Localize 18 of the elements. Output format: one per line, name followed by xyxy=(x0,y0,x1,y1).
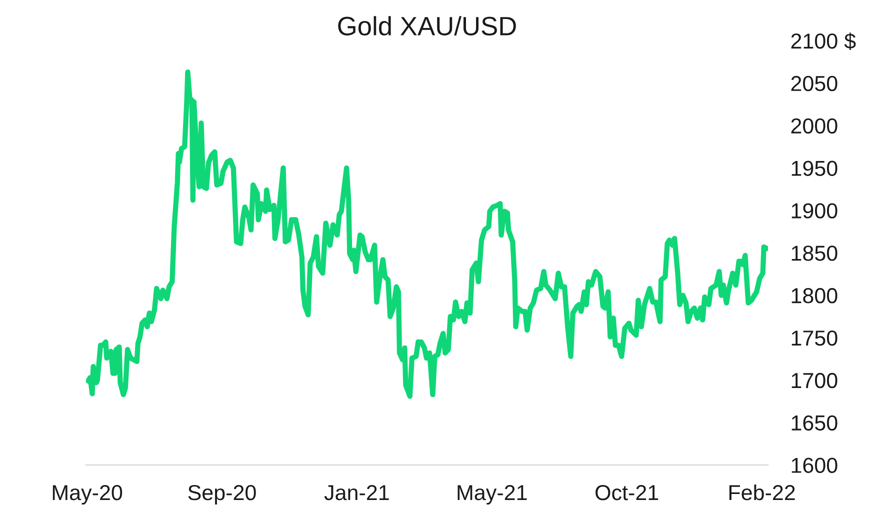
y-tick-label: 1600 xyxy=(792,458,838,474)
chart-title: Gold XAU/USD xyxy=(338,16,516,36)
y-tick-label: 1950 xyxy=(792,160,838,176)
x-tick-label: Oct-21 xyxy=(596,485,658,500)
x-tick-label: May-21 xyxy=(458,485,527,505)
y-tick-label: 1900 xyxy=(792,203,838,218)
y-tick-label: 1850 xyxy=(792,246,838,261)
y-tick-label: 2000 xyxy=(791,118,838,134)
y-tick-label: 1750 xyxy=(792,330,838,346)
x-tick-label: May-20 xyxy=(52,485,122,505)
x-tick-label: Feb-22 xyxy=(729,484,795,500)
x-tick-label: Sep-20 xyxy=(188,485,256,505)
y-tick-label: 1800 xyxy=(792,288,838,304)
y-tick-label: 1650 xyxy=(792,415,838,431)
y-tick-label: 2100 $ xyxy=(791,32,856,50)
x-tick-label: Jan-21 xyxy=(324,485,389,500)
y-tick-label: 2050 xyxy=(791,76,838,92)
y-tick-label: 1700 xyxy=(792,372,838,388)
